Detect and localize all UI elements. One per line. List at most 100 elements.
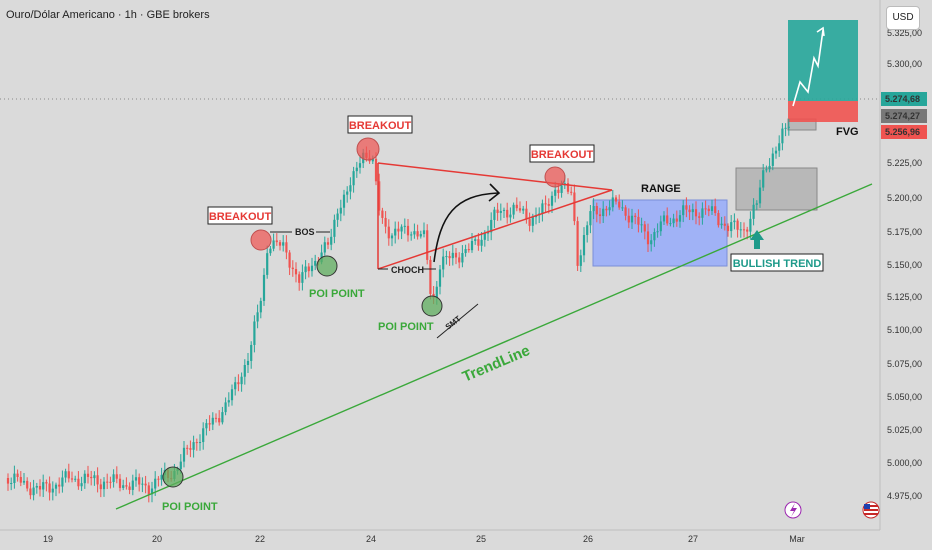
candle-body	[576, 221, 579, 266]
candle-body	[413, 231, 416, 235]
candle-body	[544, 203, 547, 205]
candle-body	[730, 222, 733, 232]
candle-body	[240, 376, 243, 385]
candle-body	[285, 242, 288, 253]
candle-body	[448, 256, 451, 259]
candle-body	[211, 417, 214, 425]
candle-body	[32, 487, 35, 496]
candle-body	[355, 167, 358, 172]
price-label: 5.274,68	[885, 94, 920, 104]
candle-body	[118, 478, 122, 488]
price-label: 5.274,27	[885, 111, 920, 121]
candle-body	[186, 447, 189, 449]
candle-body	[205, 423, 208, 429]
candle-body	[614, 197, 618, 202]
candle-body	[451, 252, 454, 259]
range-label: RANGE	[641, 183, 681, 195]
candle-body	[16, 473, 19, 477]
candle-body	[58, 484, 61, 487]
candle-body	[253, 321, 256, 345]
candle-body	[630, 215, 634, 223]
candlestick-series	[6, 118, 790, 503]
candle-body	[243, 365, 246, 377]
candle-body	[512, 204, 515, 215]
y-tick-label: 5.325,00	[887, 28, 922, 38]
curve-arrow	[433, 192, 499, 263]
candle-body	[762, 170, 765, 188]
candle-body	[650, 240, 653, 245]
candle-body	[42, 482, 45, 490]
poi-label-3: POI POINT	[378, 321, 434, 333]
x-tick-label: Mar	[789, 534, 805, 544]
candle-body	[182, 447, 186, 462]
candle-body	[618, 201, 621, 208]
candle-body	[525, 208, 528, 220]
candle-body	[189, 448, 192, 450]
candle-body	[739, 229, 742, 231]
candle-body	[765, 169, 768, 171]
candle-body	[346, 191, 349, 195]
candle-body	[54, 484, 58, 489]
currency-button[interactable]: USD	[886, 6, 920, 30]
candle-body	[506, 209, 509, 218]
price-label-box	[881, 125, 927, 139]
candle-body	[602, 208, 605, 217]
candle-body	[83, 473, 86, 484]
candle-body	[464, 249, 467, 254]
candle-body	[653, 232, 656, 241]
candle-body	[531, 217, 534, 226]
candle-body	[326, 242, 330, 245]
candle-body	[720, 223, 723, 226]
candle-body	[570, 191, 573, 193]
candle-body	[384, 217, 387, 227]
candle-body	[714, 206, 717, 214]
candle-body	[115, 474, 118, 479]
candle-body	[262, 274, 266, 301]
price-axis[interactable]: 5.325,00 5.300,00 5.225,00 5.200,00 5.175,00…	[887, 28, 922, 501]
candle-body	[586, 225, 589, 236]
candle-body	[93, 475, 96, 479]
candle-body	[707, 208, 710, 212]
candle-body	[781, 128, 784, 144]
candle-body	[749, 218, 752, 232]
candle-body	[541, 203, 544, 214]
price-label: 5.256,96	[885, 127, 920, 137]
candle-body	[467, 249, 470, 251]
candle-body	[147, 485, 150, 495]
candle-body	[259, 300, 262, 313]
range-zone	[592, 199, 728, 267]
time-axis[interactable]: 19 20 22 24 25 26 27 Mar	[43, 534, 805, 544]
candle-body	[502, 209, 506, 211]
candle-body	[195, 442, 198, 444]
y-tick-label: 5.175,00	[887, 227, 922, 237]
candle-body	[589, 211, 592, 226]
candle-body	[349, 185, 352, 192]
triangle-upper-line	[377, 162, 613, 191]
candle-body	[250, 344, 253, 361]
y-tick-label: 4.975,00	[887, 491, 922, 501]
candle-body	[403, 225, 406, 227]
bullish-trend-box	[730, 253, 824, 272]
x-tick-label: 24	[366, 534, 376, 544]
candle-body	[298, 274, 301, 283]
candle-body	[112, 474, 115, 483]
x-tick-label: 22	[255, 534, 265, 544]
candle-body	[61, 477, 64, 487]
candle-body	[109, 481, 112, 483]
candle-body	[419, 234, 422, 237]
candle-body	[339, 207, 342, 214]
fvg-zone	[735, 167, 818, 211]
candle-body	[269, 248, 272, 254]
candle-body	[294, 269, 298, 275]
candle-body	[307, 266, 310, 272]
candle-body	[640, 224, 643, 226]
breakout-label-1: BREAKOUT	[209, 211, 272, 223]
candle-body	[608, 207, 611, 211]
candle-body	[77, 478, 80, 487]
candle-body	[621, 207, 624, 209]
candle-body	[51, 488, 54, 493]
candle-body	[742, 229, 746, 231]
candle-body	[64, 471, 67, 478]
candle-body	[134, 477, 138, 481]
